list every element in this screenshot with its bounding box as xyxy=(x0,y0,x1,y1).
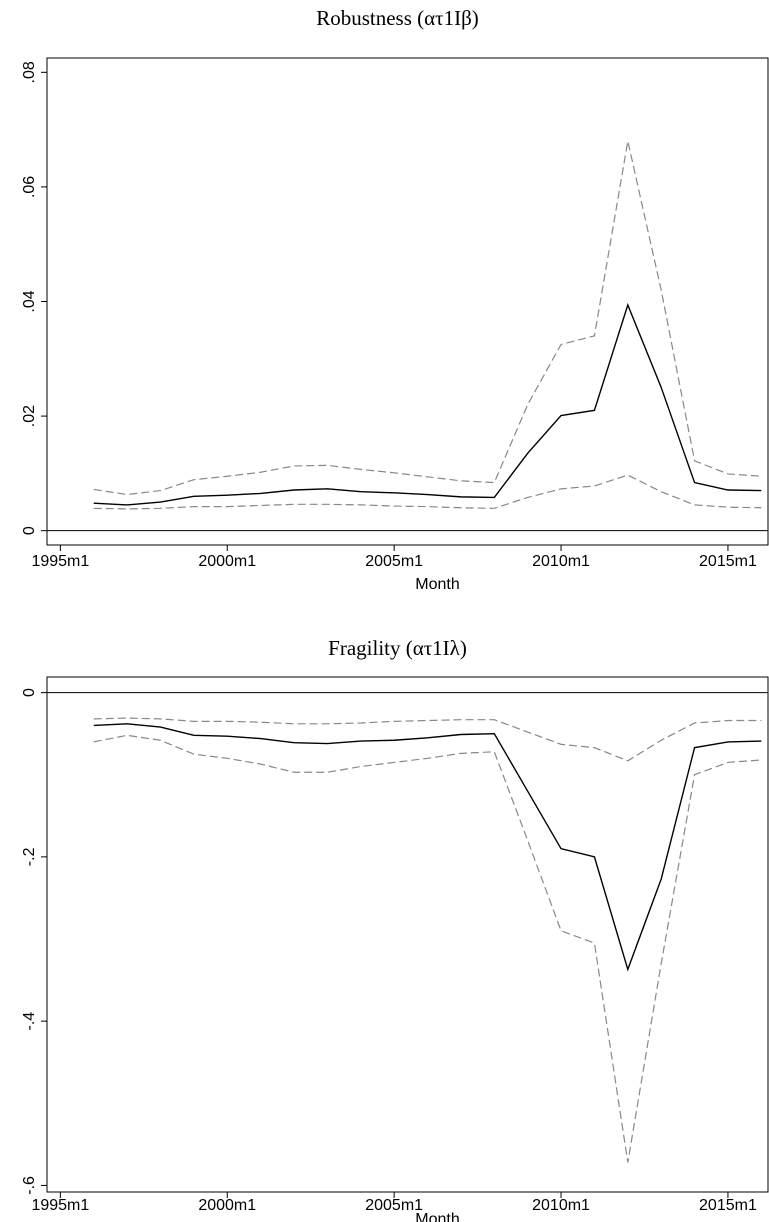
y-tick-label: .04 xyxy=(21,290,38,312)
x-tick-label: 2000m1 xyxy=(198,1197,256,1214)
chart-title: Robustness (ατ1Iβ) xyxy=(316,6,479,30)
series-line xyxy=(93,734,762,1163)
x-tick-label: 2015m1 xyxy=(699,1197,757,1214)
series-line xyxy=(93,717,762,762)
series-line xyxy=(93,140,762,496)
y-tick-label: -.6 xyxy=(21,1176,38,1195)
x-tick-label: 1995m1 xyxy=(31,553,89,570)
x-tick-label: 1995m1 xyxy=(31,1197,89,1214)
y-tick-label: 0 xyxy=(21,526,38,535)
series-line xyxy=(93,723,762,972)
y-tick-label: 0 xyxy=(21,688,38,697)
series-line xyxy=(93,302,762,506)
series-line xyxy=(93,474,762,510)
y-tick-label: -.2 xyxy=(21,847,38,866)
x-tick-label: 2005m1 xyxy=(365,553,423,570)
x-axis-label: Month xyxy=(415,1211,459,1222)
x-axis-label: Month xyxy=(415,576,459,593)
y-tick-label: .08 xyxy=(21,61,38,83)
chart-title: Fragility (ατ1Iλ) xyxy=(328,636,467,660)
x-tick-label: 2015m1 xyxy=(699,553,757,570)
y-tick-label: .06 xyxy=(21,176,38,198)
x-tick-label: 2000m1 xyxy=(198,553,256,570)
x-tick-label: 2005m1 xyxy=(365,1197,423,1214)
x-tick-label: 2010m1 xyxy=(532,553,590,570)
plot-frame xyxy=(46,676,769,1193)
plot-frame xyxy=(46,57,769,546)
x-tick-label: 2010m1 xyxy=(532,1197,590,1214)
y-tick-label: .02 xyxy=(21,405,38,427)
y-tick-label: -.4 xyxy=(21,1012,38,1031)
